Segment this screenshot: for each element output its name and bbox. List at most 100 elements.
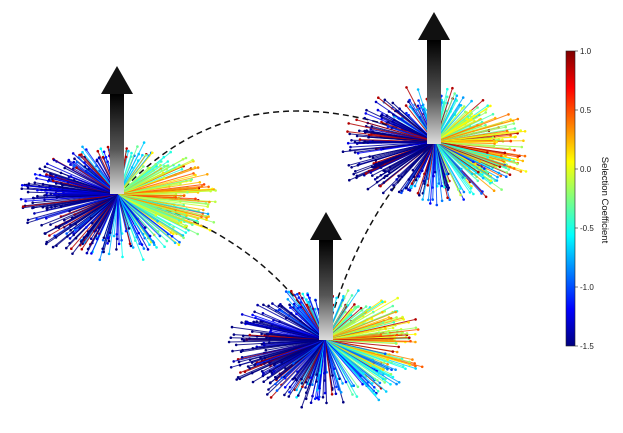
ray-endpoint bbox=[266, 376, 270, 380]
ray-endpoint bbox=[284, 290, 288, 293]
ray-line bbox=[311, 339, 326, 385]
ray-endpoint bbox=[141, 232, 145, 236]
ray-endpoint bbox=[283, 393, 286, 397]
ray-endpoint bbox=[101, 247, 104, 251]
ray-endpoint bbox=[413, 184, 417, 188]
ray-endpoint bbox=[68, 237, 72, 240]
ray-endpoint bbox=[416, 88, 420, 91]
ray-endpoint bbox=[135, 235, 139, 239]
ray-endpoint bbox=[376, 389, 380, 393]
ray-endpoint bbox=[24, 199, 27, 203]
ray-endpoint bbox=[205, 216, 208, 219]
ray-endpoint bbox=[355, 176, 358, 180]
ray-endpoint bbox=[498, 165, 502, 169]
ray-line bbox=[324, 297, 398, 341]
ray-endpoint bbox=[371, 174, 374, 177]
ray-endpoint bbox=[397, 190, 401, 194]
ray-endpoint bbox=[504, 154, 507, 157]
ray-line bbox=[25, 194, 119, 202]
ray-endpoint bbox=[373, 386, 376, 389]
ray-line bbox=[383, 141, 436, 183]
ray-endpoint bbox=[377, 163, 381, 167]
ray-endpoint bbox=[486, 171, 490, 174]
ray-endpoint bbox=[246, 321, 249, 324]
ray-endpoint bbox=[348, 178, 351, 182]
ray-endpoint bbox=[463, 176, 467, 180]
ray-endpoint bbox=[79, 240, 83, 243]
ray-endpoint bbox=[496, 175, 499, 179]
ray-endpoint bbox=[422, 179, 426, 183]
ray-endpoint bbox=[32, 196, 35, 200]
ray-endpoint bbox=[315, 396, 319, 400]
ray-endpoint bbox=[305, 298, 308, 301]
ray-endpoint bbox=[45, 173, 48, 176]
ray-endpoint bbox=[363, 116, 367, 120]
ray-endpoint bbox=[478, 166, 481, 169]
ray-endpoint bbox=[397, 174, 400, 178]
ray-endpoint bbox=[350, 308, 353, 312]
ray-endpoint bbox=[374, 393, 377, 396]
ray-endpoint bbox=[358, 129, 361, 133]
ray-endpoint bbox=[371, 156, 375, 159]
ray-endpoint bbox=[366, 308, 369, 312]
ray-line bbox=[324, 311, 396, 341]
ray-line bbox=[109, 194, 119, 233]
ray-endpoint bbox=[229, 366, 233, 369]
ray-endpoint bbox=[364, 112, 368, 115]
ray-endpoint bbox=[81, 145, 84, 149]
ray-endpoint bbox=[240, 356, 244, 359]
ray-endpoint bbox=[414, 326, 418, 330]
ray-endpoint bbox=[407, 321, 410, 324]
ray-endpoint bbox=[309, 401, 313, 405]
ray-endpoint bbox=[429, 202, 432, 205]
ray-endpoint bbox=[102, 236, 106, 240]
ray-endpoint bbox=[198, 181, 202, 184]
ray-endpoint bbox=[46, 162, 49, 166]
ray-line bbox=[96, 194, 119, 240]
ray-endpoint bbox=[86, 234, 89, 237]
ray-endpoint bbox=[178, 240, 181, 244]
ray-endpoint bbox=[337, 388, 341, 391]
ray-endpoint bbox=[138, 242, 141, 245]
ray-endpoint bbox=[146, 248, 150, 251]
ray-endpoint bbox=[311, 383, 314, 387]
ray-endpoint bbox=[377, 331, 381, 334]
ray-endpoint bbox=[78, 153, 81, 157]
ray-endpoint bbox=[352, 172, 356, 176]
ray-line bbox=[230, 337, 326, 341]
ray-endpoint bbox=[95, 159, 99, 163]
ray-endpoint bbox=[152, 241, 156, 244]
ray-endpoint bbox=[256, 303, 259, 307]
ray-endpoint bbox=[509, 134, 512, 137]
ray-endpoint bbox=[359, 374, 362, 378]
ray-endpoint bbox=[240, 313, 244, 316]
ray-endpoint bbox=[290, 289, 293, 293]
ray-endpoint bbox=[90, 252, 93, 255]
ray-endpoint bbox=[191, 223, 194, 226]
ray-endpoint bbox=[172, 232, 175, 235]
ray-line bbox=[23, 194, 119, 208]
ray-line bbox=[381, 141, 436, 150]
ray-endpoint bbox=[372, 165, 376, 169]
ray-endpoint bbox=[296, 292, 299, 296]
ray-endpoint bbox=[41, 182, 45, 186]
ray-endpoint bbox=[287, 290, 291, 294]
ray-endpoint bbox=[238, 377, 242, 381]
ray-endpoint bbox=[156, 220, 159, 223]
ray-line bbox=[398, 141, 436, 193]
ray-endpoint bbox=[508, 165, 512, 169]
ray-line bbox=[434, 141, 522, 148]
ray-endpoint bbox=[212, 221, 216, 224]
ray-endpoint bbox=[136, 145, 139, 148]
ray-endpoint bbox=[115, 248, 118, 251]
ray-endpoint bbox=[26, 186, 30, 190]
colorbar-tick-label: 1.0 bbox=[580, 47, 592, 56]
ray-endpoint bbox=[483, 167, 486, 170]
ray-endpoint bbox=[283, 377, 287, 380]
ray-endpoint bbox=[102, 150, 106, 154]
ray-endpoint bbox=[505, 171, 509, 174]
ray-endpoint bbox=[417, 99, 420, 102]
ray-endpoint bbox=[409, 185, 413, 188]
ray-endpoint bbox=[73, 157, 76, 160]
ray-line bbox=[319, 339, 326, 389]
